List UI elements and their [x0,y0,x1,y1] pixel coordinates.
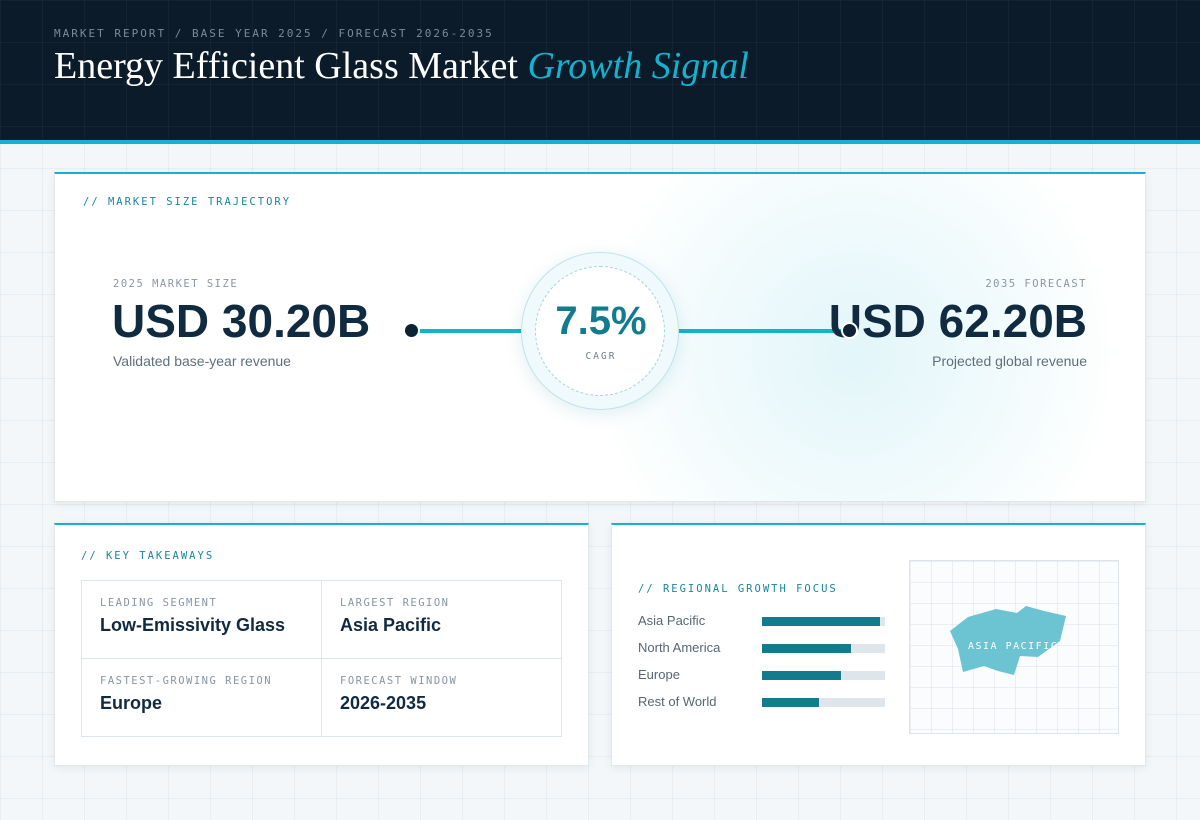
end-dot [841,322,858,339]
start-dot [403,322,420,339]
region-bar-row: North America [638,638,888,658]
takeaway-label: FASTEST-GROWING REGION [100,675,273,687]
region-bar-track [762,671,885,680]
trajectory-line-left [415,329,521,333]
base-year-caption: Validated base-year revenue [113,353,291,369]
page-title-main: Energy Efficient Glass Market [54,45,518,87]
forecast-label: 2035 FORECAST [985,278,1087,290]
region-bar-track [762,644,885,653]
takeaway-value: Asia Pacific [340,615,442,635]
takeaway-largest-region: LARGEST REGION Asia Pacific [322,581,562,659]
asia-pacific-shape [950,606,1066,675]
market-size-card: // MARKET SIZE TRAJECTORY 2025 MARKET SI… [54,172,1146,502]
page-title: Energy Efficient Glass Market Growth Sig… [54,44,749,88]
region-map: ASIA PACIFIC [909,560,1119,734]
region-bar-row: Asia Pacific [638,611,888,631]
base-year-label: 2025 MARKET SIZE [113,278,239,290]
takeaway-label: FORECAST WINDOW [340,675,458,687]
page-title-accent: Growth Signal [527,45,749,87]
background-glow [595,174,1115,501]
regional-growth-card: // REGIONAL GROWTH FOCUS Asia Pacific No… [611,523,1146,766]
section-label-regional: // REGIONAL GROWTH FOCUS [638,583,838,595]
region-bar-row: Rest of World [638,692,888,712]
report-kicker: MARKET REPORT / BASE YEAR 2025 / FORECAS… [54,27,494,40]
section-label-trajectory: // MARKET SIZE TRAJECTORY [83,196,292,208]
takeaway-label: LEADING SEGMENT [100,597,218,609]
hero-header: MARKET REPORT / BASE YEAR 2025 / FORECAS… [0,0,1200,144]
takeaway-value: 2026-2035 [340,693,427,713]
takeaway-leading-segment: LEADING SEGMENT Low-Emissivity Glass [82,581,322,659]
region-bar-fill [762,617,881,626]
region-name: North America [638,640,721,655]
base-year-value: USD 30.20B [112,295,371,347]
section-label-takeaways: // KEY TAKEAWAYS [81,550,215,562]
map-region-label: ASIA PACIFIC [968,641,1059,652]
region-name: Rest of World [638,694,717,709]
region-bar-fill [762,644,851,653]
region-bar-track [762,698,885,707]
forecast-value: USD 62.20B [828,295,1087,347]
takeaway-value: Europe [100,693,163,713]
region-bar-row: Europe [638,665,888,685]
region-name: Europe [638,667,680,682]
takeaway-value: Low-Emissivity Glass [100,615,286,635]
cagr-label: CAGR [585,351,617,362]
region-bar-fill [762,671,841,680]
region-bar-track [762,617,885,626]
region-bar-fill [762,698,819,707]
grid-divider-horizontal [82,658,561,659]
forecast-caption: Projected global revenue [932,353,1087,369]
trajectory-line-right [679,329,849,333]
cagr-badge-inner: 7.5% CAGR [535,266,665,396]
key-takeaways-card: // KEY TAKEAWAYS LEADING SEGMENT Low-Emi… [54,523,589,766]
cagr-value: 7.5% [555,299,647,343]
takeaway-label: LARGEST REGION [340,597,450,609]
region-name: Asia Pacific [638,613,706,628]
cagr-badge: 7.5% CAGR [521,252,679,410]
takeaways-grid: LEADING SEGMENT Low-Emissivity Glass LAR… [81,580,562,737]
takeaway-forecast-window: FORECAST WINDOW 2026-2035 [322,659,562,737]
takeaway-fastest-growing: FASTEST-GROWING REGION Europe [82,659,322,737]
